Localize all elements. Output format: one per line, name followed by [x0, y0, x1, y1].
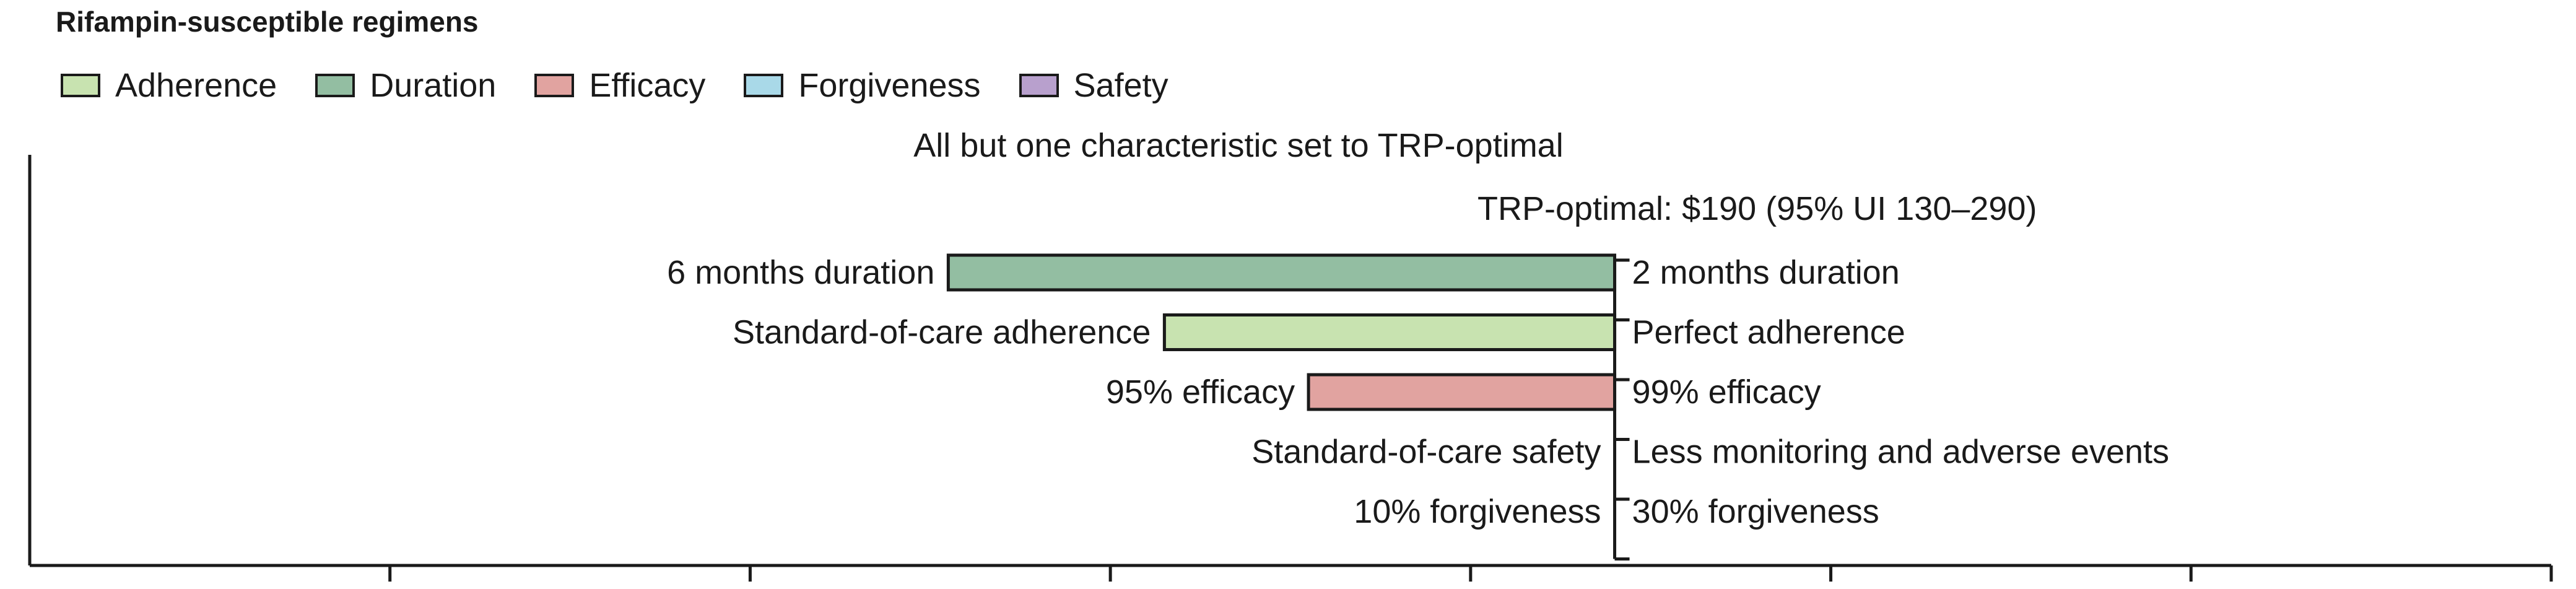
legend: Adherence Duration Efficacy Forgiveness Safe…: [61, 67, 1207, 104]
legend-item-duration: Duration: [315, 66, 496, 105]
legend-item-forgiveness: Forgiveness: [744, 66, 981, 105]
legend-swatch-adherence: [61, 74, 100, 97]
legend-item-efficacy: Efficacy: [534, 66, 705, 105]
legend-swatch-efficacy: [534, 74, 575, 97]
right-label-efficacy: 99% efficacy: [1632, 373, 1821, 411]
legend-label-adherence: Adherence: [115, 67, 277, 104]
legend-label-safety: Safety: [1073, 67, 1168, 104]
right-label-duration: 2 months duration: [1632, 254, 1900, 291]
left-label-adherence: Standard-of-care adherence: [733, 314, 1151, 351]
legend-label-duration: Duration: [370, 67, 497, 104]
baseline-label: TRP-optimal: $190 (95% UI 130–290): [1477, 190, 2037, 227]
bar-efficacy: [1307, 373, 1617, 411]
bar-duration: [946, 253, 1617, 292]
bar-adherence: [1162, 313, 1617, 351]
chart-title: Rifampin-susceptible regimens: [56, 6, 479, 38]
legend-swatch-forgiveness: [744, 74, 784, 97]
chart-subtitle: All but one characteristic set to TRP-op…: [913, 127, 1563, 164]
right-label-forgiveness: 30% forgiveness: [1632, 493, 1879, 530]
bars-group: [946, 253, 1617, 411]
right-label-adherence: Perfect adherence: [1632, 314, 1905, 351]
legend-swatch-safety: [1019, 74, 1059, 97]
legend-swatch-duration: [315, 74, 355, 97]
legend-label-forgiveness: Forgiveness: [798, 67, 981, 104]
left-label-efficacy: 95% efficacy: [1106, 373, 1295, 411]
x-axis-ticks: [388, 565, 2553, 582]
legend-item-safety: Safety: [1019, 66, 1168, 105]
left-label-forgiveness: 10% forgiveness: [1354, 493, 1601, 530]
right-label-safety: Less monitoring and adverse events: [1632, 434, 2170, 471]
left-label-safety: Standard-of-care safety: [1251, 434, 1601, 471]
legend-label-efficacy: Efficacy: [589, 67, 706, 104]
baseline-group: [1613, 258, 1630, 561]
left-label-duration: 6 months duration: [667, 254, 934, 291]
bar-labels-group: 6 months duration 2 months duration Standa…: [667, 254, 2169, 530]
legend-item-adherence: Adherence: [61, 66, 277, 105]
